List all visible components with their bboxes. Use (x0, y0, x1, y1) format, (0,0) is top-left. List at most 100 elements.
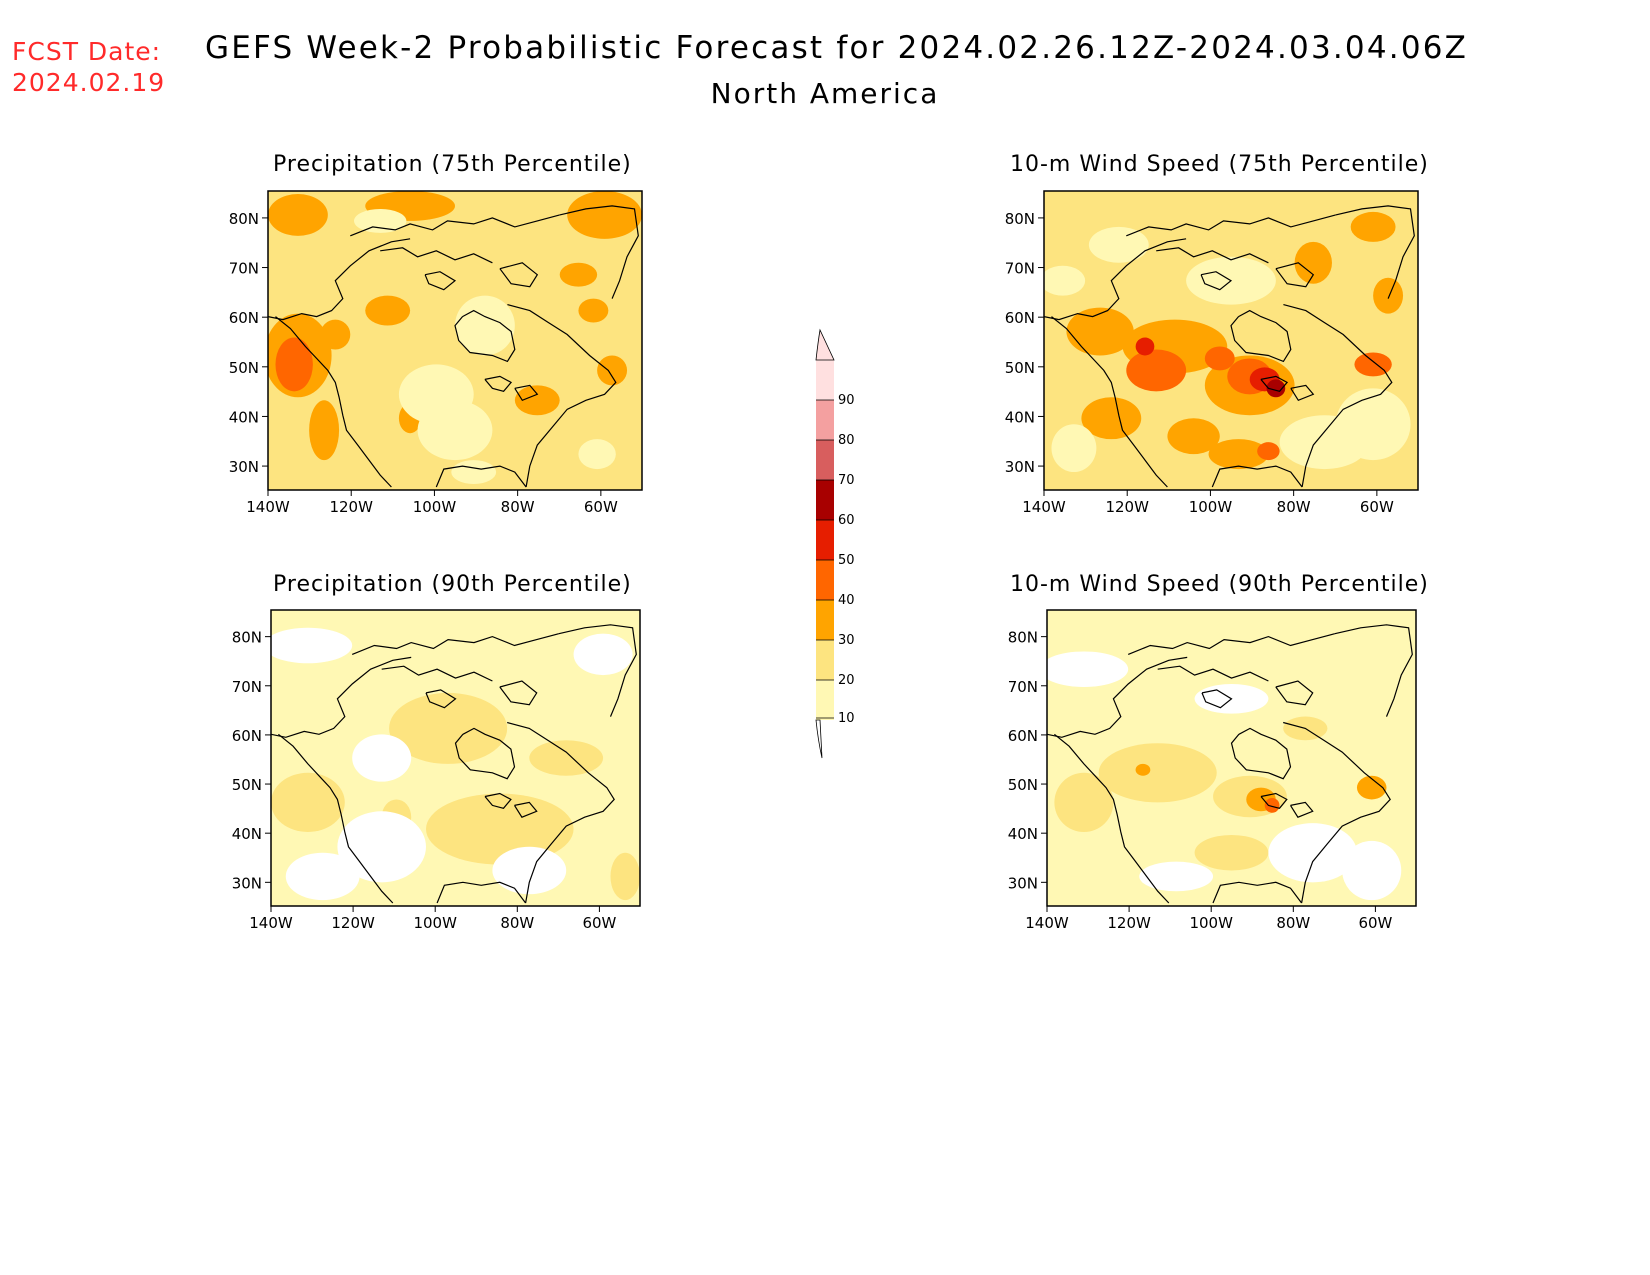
lat-tick-label: 70N (229, 260, 259, 278)
coastline (380, 247, 493, 264)
colorbar-label: 20 (838, 673, 855, 688)
coastline (275, 316, 392, 488)
field-contour (1054, 772, 1114, 833)
field-contour (529, 740, 604, 776)
coastline (1054, 733, 1170, 904)
field-contour (455, 295, 515, 356)
lon-tick-label: 100W (413, 498, 457, 516)
coastline (425, 689, 457, 709)
coastline (1044, 238, 1187, 321)
colorbar-label: 90 (838, 393, 855, 408)
colorbar-swatch (816, 480, 834, 520)
coastline (1260, 375, 1289, 392)
coastline (558, 624, 637, 717)
coastline (1260, 792, 1288, 809)
field-contour (573, 633, 633, 676)
coastline (1201, 689, 1233, 709)
forecast-date-label: FCST Date: (12, 37, 162, 66)
coastline (507, 721, 615, 904)
lon-tick-label: 60W (1360, 498, 1394, 516)
page-title: GEFS Week-2 Probabilistic Forecast for 2… (205, 30, 1469, 66)
field-contour (1373, 277, 1404, 314)
forecast-date-value: 2024.02.19 (12, 68, 166, 97)
lat-tick-label: 30N (229, 458, 259, 476)
field-contour (1350, 211, 1396, 242)
lat-tick-label: 30N (232, 874, 262, 892)
colorbar-swatch (816, 360, 834, 400)
lon-tick-label: 140W (1025, 914, 1069, 932)
lat-tick-label: 80N (1008, 629, 1038, 647)
map-precip75: 80N 70N 60N 50N 40N 30N 140W 120W 100W 80W 60W (229, 190, 643, 516)
lon-tick-label: 80W (501, 498, 535, 516)
coastline (1334, 624, 1413, 717)
field-contour (354, 208, 407, 233)
map-frame (1046, 609, 1417, 907)
field-contour (1268, 823, 1357, 883)
colorbar-label: 50 (838, 553, 855, 568)
field-contour (320, 319, 351, 350)
lat-tick-label: 30N (1008, 874, 1038, 892)
lon-tick-label: 120W (1105, 498, 1149, 516)
probability-field (268, 191, 642, 490)
field-contour (1264, 797, 1280, 813)
lat-tick-label: 60N (229, 309, 259, 327)
coastline (278, 733, 394, 904)
colorbar-label: 10 (838, 711, 855, 726)
field-contour (578, 298, 609, 323)
panel-title-wind75: 10-m Wind Speed (75th Percentile) (1010, 152, 1429, 177)
panel-title-precip75: Precipitation (75th Percentile) (273, 152, 632, 177)
field-contour (567, 191, 642, 239)
field-contour (1294, 241, 1332, 284)
field-contour (337, 811, 426, 883)
lat-tick-label: 80N (1005, 210, 1035, 228)
field-contour (1098, 743, 1217, 803)
coastline (484, 792, 512, 809)
lon-tick-label: 100W (1189, 498, 1233, 516)
lat-tick-label: 50N (229, 359, 259, 377)
coastline (513, 801, 538, 818)
field-contour (451, 460, 497, 485)
coastline (454, 309, 516, 363)
field-contour (492, 846, 567, 895)
lat-tick-label: 40N (232, 825, 262, 843)
field-contour (352, 734, 412, 782)
coastline (1283, 304, 1393, 488)
coastline (1283, 721, 1391, 904)
coastline (1230, 727, 1292, 780)
coastline (559, 205, 639, 299)
coastline (1051, 316, 1168, 488)
coastline (499, 680, 538, 706)
field-contour (389, 692, 508, 764)
field-contour (1354, 352, 1392, 377)
forecast-date-block: FCST Date: 2024.02.19 (12, 36, 165, 98)
field-contour (1342, 840, 1402, 901)
coastline (1126, 214, 1336, 237)
lat-tick-label: 40N (1008, 825, 1038, 843)
field-contour (1139, 861, 1214, 892)
field-contour (1257, 442, 1280, 461)
lat-tick-label: 60N (1005, 309, 1035, 327)
colorbar-top-arrow (815, 328, 835, 361)
colorbar-label: 70 (838, 473, 855, 488)
field-contour (597, 355, 628, 386)
lat-tick-label: 40N (1005, 408, 1035, 426)
coastline (436, 881, 527, 904)
coastline (499, 262, 539, 288)
field-contour (559, 262, 598, 287)
map-frame (267, 190, 643, 491)
field-contour (1208, 439, 1269, 470)
lat-tick-label: 80N (232, 629, 262, 647)
colorbar-swatch (816, 680, 834, 720)
field-contour (275, 337, 313, 392)
lon-tick-label: 80W (500, 914, 534, 932)
coastline (1127, 633, 1335, 655)
field-contour (1081, 397, 1142, 440)
map-precip90: 80N 70N 60N 50N 40N 30N 140W 120W 100W 80W 60W (232, 609, 641, 932)
lon-tick-label: 120W (331, 914, 375, 932)
probability-colorbar: 10 20 30 40 50 60 70 80 90 (815, 328, 855, 759)
colorbar-swatch (816, 520, 834, 560)
colorbar-label: 40 (838, 593, 855, 608)
lon-tick-label: 100W (1189, 914, 1233, 932)
field-contour (271, 627, 353, 664)
